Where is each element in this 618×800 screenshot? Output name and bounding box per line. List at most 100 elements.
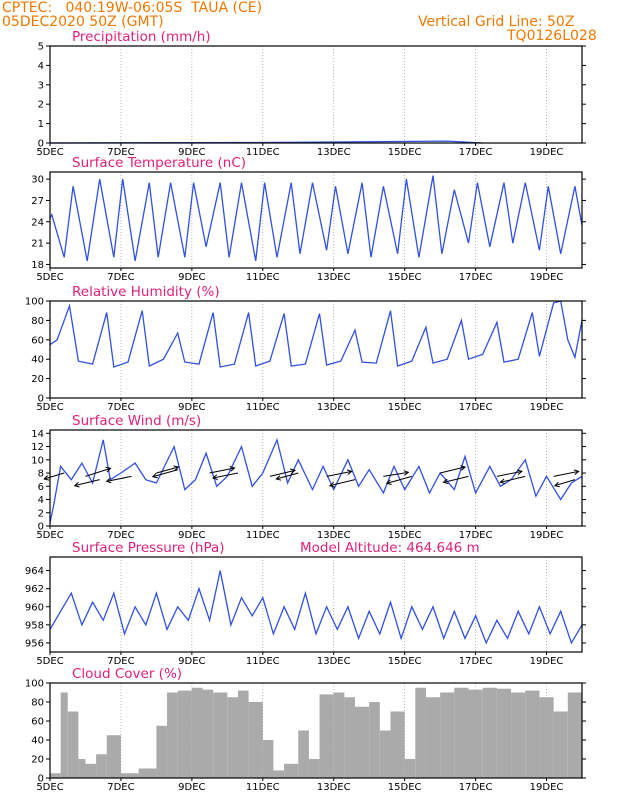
- wind-vector: [106, 475, 132, 482]
- y-tick-label: 1: [38, 119, 44, 130]
- x-tick-label: 13DEC: [317, 402, 351, 413]
- y-tick-label: 20: [31, 755, 44, 766]
- x-tick-label: 5DEC: [36, 656, 63, 667]
- cloud-bar: [379, 730, 391, 778]
- panel-annotation: Model Altitude: 464.646 m: [300, 540, 480, 556]
- cloud-bar: [60, 692, 68, 778]
- x-tick-label: 19DEC: [530, 147, 564, 158]
- cloud-bar: [106, 735, 121, 778]
- x-tick-label: 15DEC: [388, 782, 422, 793]
- x-tick-label: 11DEC: [246, 530, 280, 541]
- y-tick-label: 956: [25, 638, 44, 649]
- header-model: TQ0126L028: [507, 28, 597, 44]
- wind-vector-head: [346, 469, 353, 475]
- cloud-bar: [553, 711, 568, 778]
- y-tick-label: 12: [31, 442, 44, 453]
- wind-vector: [212, 472, 239, 479]
- y-tick-label: 14: [31, 429, 44, 440]
- x-tick-label: 9DEC: [178, 782, 205, 793]
- y-tick-label: 100: [25, 679, 44, 690]
- x-tick-label: 19DEC: [530, 530, 564, 541]
- x-tick-label: 13DEC: [317, 530, 351, 541]
- y-tick-label: 0: [38, 522, 44, 533]
- wind-vector-head: [385, 479, 392, 485]
- x-tick-label: 17DEC: [459, 530, 493, 541]
- wind-vector: [329, 479, 356, 487]
- y-tick-label: 964: [25, 566, 44, 577]
- cloud-bar: [138, 768, 157, 778]
- y-tick-label: 30: [31, 175, 44, 186]
- cloud-bar: [67, 711, 79, 778]
- wind-vector: [553, 470, 579, 477]
- x-tick-label: 7DEC: [107, 402, 134, 413]
- cloud-bar: [468, 689, 483, 778]
- x-tick-label: 15DEC: [388, 147, 422, 158]
- panel-title: Relative Humidity (%): [72, 284, 220, 300]
- x-tick-label: 7DEC: [107, 272, 134, 283]
- x-tick-label: 5DEC: [36, 147, 63, 158]
- x-tick-label: 13DEC: [317, 272, 351, 283]
- y-tick-label: 18: [31, 260, 44, 271]
- panel-frame: [49, 429, 583, 527]
- series-line: [49, 175, 583, 262]
- wind-vector-head: [173, 465, 180, 471]
- x-tick-label: 11DEC: [246, 272, 280, 283]
- cloud-bar: [355, 706, 370, 778]
- cloud-bar: [319, 694, 334, 778]
- wind-vector: [276, 472, 299, 480]
- wind-vector: [152, 469, 178, 478]
- cloud-bar: [156, 725, 168, 778]
- series-line: [49, 300, 583, 368]
- wind-vector-head: [105, 477, 112, 484]
- x-tick-label: 7DEC: [107, 147, 134, 158]
- y-tick-label: 40: [31, 736, 44, 747]
- y-tick-label: 24: [31, 217, 44, 228]
- panel-frame: [49, 556, 583, 653]
- wind-vector-head: [516, 469, 523, 475]
- wind-vector: [44, 472, 65, 480]
- wind-vector-head: [289, 468, 296, 475]
- x-tick-label: 5DEC: [36, 782, 63, 793]
- header-grid-line: Vertical Grid Line: 50Z: [418, 14, 575, 30]
- wind-vector: [440, 466, 466, 474]
- x-tick-label: 11DEC: [246, 656, 280, 667]
- cloud-bar: [50, 773, 61, 778]
- wind-vector: [383, 471, 409, 477]
- cloud-bar: [404, 759, 416, 778]
- wind-vector-head: [73, 481, 80, 488]
- cloud-bar: [454, 687, 469, 778]
- y-tick-label: 8: [38, 469, 44, 480]
- panel-frame: [49, 682, 583, 779]
- y-tick-label: 0: [38, 394, 44, 405]
- wind-vector: [443, 475, 469, 483]
- wind-vector: [500, 475, 526, 483]
- series-line: [49, 437, 583, 523]
- x-tick-label: 11DEC: [246, 782, 280, 793]
- wind-vector-head: [275, 475, 282, 481]
- x-tick-label: 19DEC: [530, 782, 564, 793]
- x-tick-label: 19DEC: [530, 272, 564, 283]
- cloud-bar: [284, 763, 299, 778]
- x-tick-label: 15DEC: [388, 402, 422, 413]
- x-tick-label: 11DEC: [246, 402, 280, 413]
- panel-title: Surface Temperature (nC): [72, 155, 246, 171]
- cloud-bar: [344, 697, 356, 778]
- wind-vector-head: [573, 469, 580, 475]
- y-tick-label: 2: [38, 508, 44, 519]
- cloud-bar: [482, 687, 497, 778]
- wind-vector: [326, 470, 352, 477]
- wind-vector: [496, 470, 522, 477]
- x-tick-label: 5DEC: [36, 402, 63, 413]
- x-tick-label: 13DEC: [317, 782, 351, 793]
- y-tick-label: 958: [25, 620, 44, 631]
- cloud-bar: [496, 688, 512, 778]
- header-date: 05DEC2020 50Z (GMT): [2, 14, 164, 30]
- y-tick-label: 100: [25, 297, 44, 308]
- cloud-bar: [567, 692, 582, 778]
- series-line: [49, 570, 583, 645]
- x-tick-label: 17DEC: [459, 147, 493, 158]
- wind-vector-head: [460, 465, 467, 471]
- cloud-bar: [298, 730, 309, 778]
- y-tick-label: 0: [38, 774, 44, 785]
- wind-vector: [269, 469, 296, 477]
